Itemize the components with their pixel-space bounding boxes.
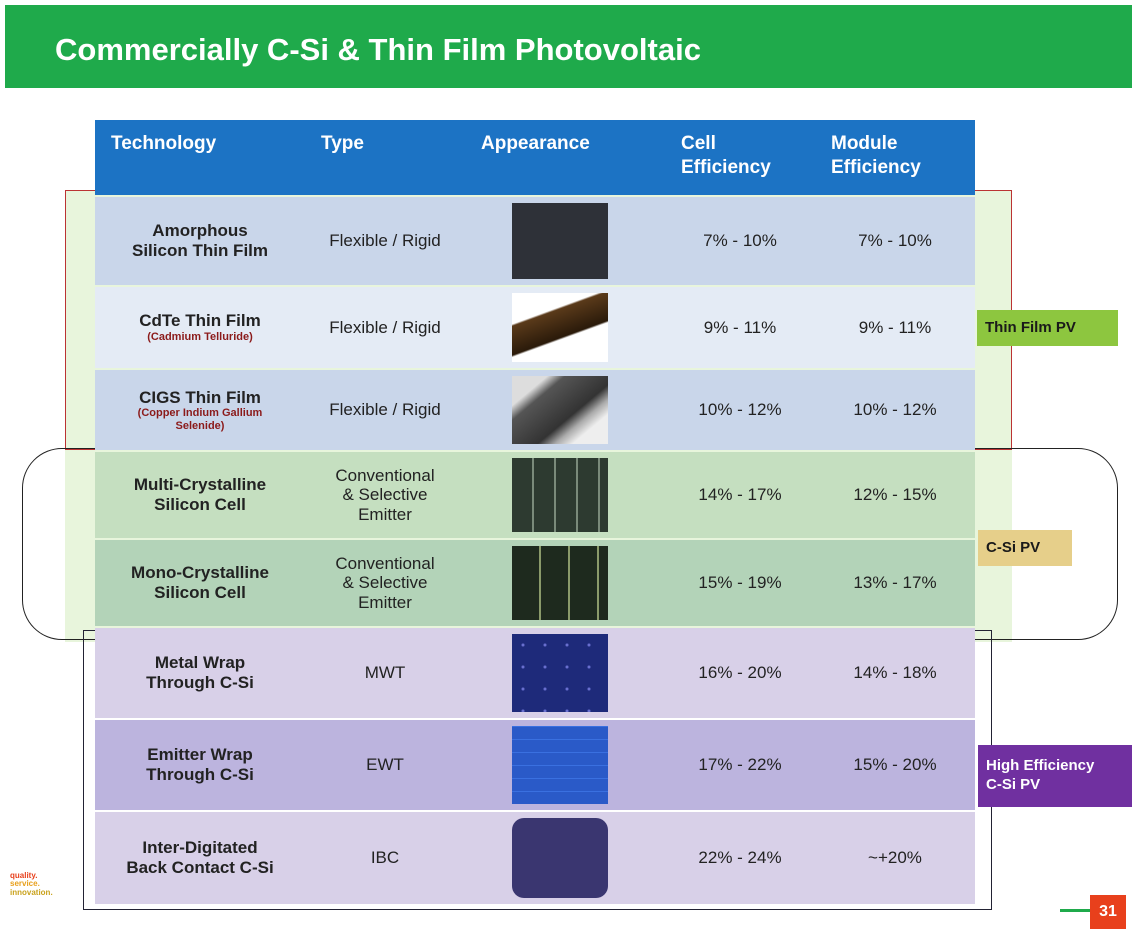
type: Flexible / Rigid bbox=[329, 317, 441, 337]
type-cell: Conventional & Selective Emitter bbox=[305, 452, 465, 538]
module-efficiency: 9% - 11% bbox=[858, 317, 932, 337]
group-label-text: C-Si PV bbox=[986, 776, 1041, 793]
header-row bbox=[95, 120, 975, 195]
cell-efficiency: 10% - 12% bbox=[698, 400, 782, 420]
technology: CIGS Thin Film bbox=[139, 387, 261, 407]
group-label: High Efficiency C-Si PV bbox=[978, 745, 1132, 807]
title: Commercially C-Si & Thin Film Photovolta… bbox=[55, 32, 701, 67]
technology-cell: Mono-Crystalline Silicon Cell bbox=[95, 540, 305, 626]
type: EWT bbox=[366, 755, 404, 775]
appearance-image bbox=[512, 458, 608, 532]
header-text: Appearance bbox=[481, 133, 590, 154]
module-efficiency: ~+20% bbox=[868, 848, 922, 868]
cell-efficiency: 22% - 24% bbox=[698, 848, 782, 868]
technology-note: (Cadmium Telluride) bbox=[147, 330, 253, 343]
header-text: Type bbox=[321, 133, 364, 154]
group-label: C-Si PV bbox=[978, 530, 1072, 566]
cell-efficiency: 16% - 20% bbox=[698, 663, 782, 683]
technology-note: Selenide) bbox=[175, 419, 225, 432]
type-cell: Flexible / Rigid bbox=[305, 197, 465, 285]
logo: quality. service. innovation. bbox=[10, 871, 53, 897]
type: Conventional bbox=[335, 465, 435, 485]
column-header: Technology bbox=[95, 120, 305, 195]
module-efficiency: 12% - 15% bbox=[853, 485, 937, 505]
logo-text: service. bbox=[10, 879, 40, 889]
column-header: Type bbox=[305, 120, 465, 195]
appearance-image bbox=[512, 818, 608, 898]
column-header: Module Efficiency bbox=[815, 120, 975, 195]
technology-cell: Emitter Wrap Through C-Si bbox=[95, 720, 305, 810]
technology: Silicon Cell bbox=[154, 495, 246, 514]
group-label-text: High Efficiency bbox=[986, 757, 1095, 775]
module-efficiency: 15% - 20% bbox=[853, 755, 937, 775]
appearance-image bbox=[512, 203, 608, 279]
technology: Multi-Crystalline bbox=[133, 475, 267, 495]
type: Flexible / Rigid bbox=[329, 400, 441, 420]
column-header: Cell Efficiency bbox=[665, 120, 815, 195]
type: Emitter bbox=[358, 592, 412, 612]
technology: Mono-Crystalline bbox=[131, 563, 269, 583]
type: IBC bbox=[370, 848, 400, 868]
appearance-image bbox=[512, 634, 608, 712]
technology-cell: Inter-Digitated Back Contact C-Si bbox=[95, 812, 305, 904]
technology: Silicon Thin Film bbox=[132, 241, 268, 260]
type: MWT bbox=[364, 663, 406, 683]
cell-efficiency: 9% - 11% bbox=[703, 317, 777, 337]
column-header: Appearance bbox=[465, 120, 665, 195]
technology-cell: Amorphous Silicon Thin Film bbox=[95, 197, 305, 285]
header-text: Cell bbox=[681, 133, 716, 154]
technology: CdTe Thin Film bbox=[139, 311, 261, 331]
page-number: 31 bbox=[1090, 895, 1126, 929]
header-text: Technology bbox=[111, 133, 217, 154]
type-cell: Flexible / Rigid bbox=[305, 370, 465, 450]
technology: Metal Wrap bbox=[154, 653, 246, 673]
cell-efficiency: 17% - 22% bbox=[698, 755, 782, 775]
appearance-image bbox=[512, 546, 608, 620]
technology-cell: Multi-Crystalline Silicon Cell bbox=[95, 452, 305, 538]
technology: Back Contact C-Si bbox=[126, 858, 274, 877]
technology: Emitter Wrap bbox=[147, 745, 253, 765]
technology-note: (Copper Indium Gallium bbox=[137, 407, 263, 420]
type-cell: Conventional & Selective Emitter bbox=[305, 540, 465, 626]
type: & Selective bbox=[342, 485, 428, 505]
appearance-image bbox=[512, 376, 608, 444]
type-cell: IBC bbox=[305, 812, 465, 904]
technology: Through C-Si bbox=[146, 765, 254, 784]
logo-text: quality. bbox=[10, 871, 38, 880]
module-efficiency: 7% - 10% bbox=[858, 231, 932, 251]
technology: Amorphous bbox=[152, 221, 248, 241]
type-cell: EWT bbox=[305, 720, 465, 810]
appearance-image bbox=[512, 293, 608, 362]
technology-cell: CdTe Thin Film (Cadmium Telluride) bbox=[95, 287, 305, 368]
technology-cell: CIGS Thin Film (Copper Indium Gallium Sele… bbox=[95, 370, 305, 450]
title-bar bbox=[5, 5, 1132, 88]
technology: Silicon Cell bbox=[154, 583, 246, 602]
technology-cell: Metal Wrap Through C-Si bbox=[95, 628, 305, 718]
module-efficiency: 13% - 17% bbox=[853, 573, 937, 593]
cell-efficiency: 15% - 19% bbox=[698, 573, 782, 593]
logo-text: innovation. bbox=[10, 887, 53, 897]
technology: Inter-Digitated bbox=[142, 838, 258, 858]
group-label-text: Thin Film PV bbox=[985, 318, 1076, 336]
type: & Selective bbox=[342, 573, 428, 593]
cell-efficiency: 7% - 10% bbox=[703, 231, 777, 251]
type: Flexible / Rigid bbox=[329, 231, 441, 251]
module-efficiency: 14% - 18% bbox=[853, 663, 937, 683]
type-cell: MWT bbox=[305, 628, 465, 718]
header-text: Efficiency bbox=[831, 156, 921, 178]
type: Emitter bbox=[358, 504, 412, 524]
header-text: Module bbox=[831, 133, 898, 154]
module-efficiency: 10% - 12% bbox=[853, 400, 937, 420]
header-text: Efficiency bbox=[681, 156, 771, 178]
cell-efficiency: 14% - 17% bbox=[698, 485, 782, 505]
type-cell: Flexible / Rigid bbox=[305, 287, 465, 368]
technology: Through C-Si bbox=[146, 673, 254, 692]
accent-line bbox=[1060, 909, 1090, 912]
appearance-image bbox=[512, 726, 608, 804]
group-label: Thin Film PV bbox=[977, 310, 1118, 346]
type: Conventional bbox=[335, 553, 435, 573]
group-label-text: C-Si PV bbox=[986, 538, 1041, 556]
